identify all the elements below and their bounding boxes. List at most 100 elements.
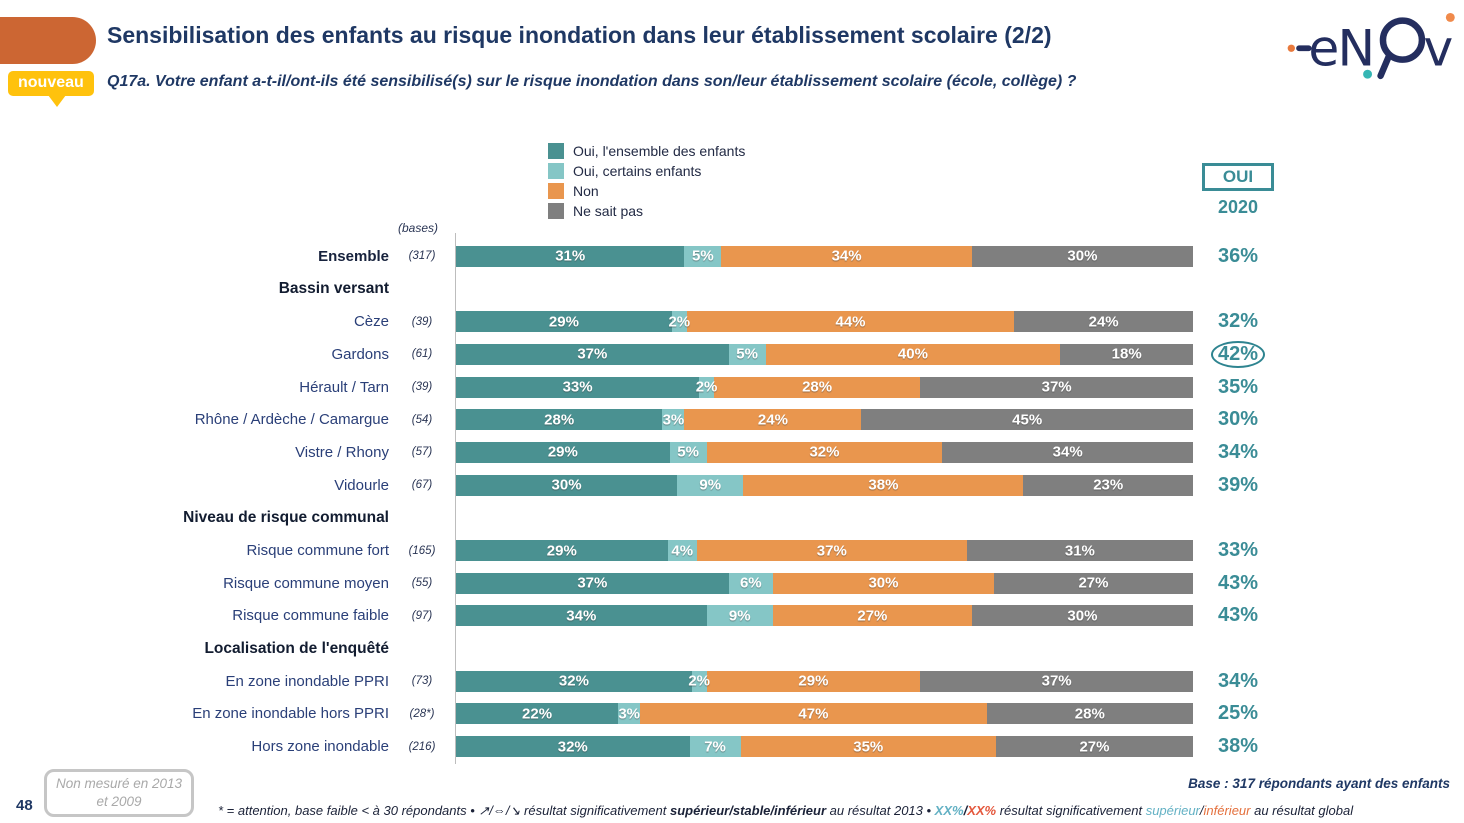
footnote-part: * = attention, base faible < à 30 répond… <box>218 803 670 818</box>
bar-segment-value: 3% <box>618 705 641 723</box>
section-label: Localisation de l'enquêté <box>204 639 389 657</box>
bar-segment: 37% <box>696 540 967 562</box>
oui-value-text: 39% <box>1217 473 1259 496</box>
stacked-bar: 33% 2% 28% 37% <box>456 376 1193 398</box>
chart-row: Risque commune moyen (55) 37% 6% 30% 27% 43% <box>0 567 1464 600</box>
footnote: * = attention, base faible < à 30 répond… <box>218 803 1353 819</box>
legend-item-label: Ne sait pas <box>573 202 644 219</box>
bar-segment: 27% <box>772 605 972 627</box>
bar-segment-value: 5% <box>692 247 714 265</box>
footnote-part: au résultat 2013 • <box>826 803 935 818</box>
bar-segment-value: 4% <box>671 542 694 560</box>
bar-segment: 18% <box>1060 343 1193 365</box>
section-label: Bassin versant <box>278 280 389 298</box>
row-base: (97) <box>411 609 433 622</box>
bar-segment-value: 37% <box>1041 672 1072 690</box>
page-title: Sensibilisation des enfants au risque in… <box>107 22 1052 48</box>
bar-segment-value: 28% <box>1074 705 1105 723</box>
bar-segment-value: 30% <box>551 476 582 494</box>
oui-column-header: OUI <box>1202 163 1274 191</box>
legend-item-label: Oui, l'ensemble des enfants <box>573 142 746 159</box>
chart-row: En zone inondable PPRI (73) 32% 2% 29% 37% 34% <box>0 665 1464 698</box>
stacked-bar: 28% 3% 24% 45% <box>456 409 1193 431</box>
bar-segment-value: 2% <box>695 378 718 396</box>
bar-segment-value: 31% <box>1064 542 1095 560</box>
circled-oui-value: 42% <box>1210 340 1266 368</box>
bar-segment-value: 2% <box>668 313 691 331</box>
stacked-bar: 30% 9% 38% 23% <box>456 474 1193 496</box>
bar-segment: 9% <box>677 474 744 496</box>
stacked-bar: 34% 9% 27% 30% <box>456 605 1193 627</box>
bar-segment: 35% <box>740 736 996 758</box>
bar-segment: 5% <box>684 245 722 267</box>
oui-value-text: 35% <box>1217 375 1259 398</box>
chart-row: Vidourle (67) 30% 9% 38% 23% 39% <box>0 469 1464 502</box>
bar-segment-value: 37% <box>1041 378 1072 396</box>
row-label: Rhône / Ardèche / Camargue <box>194 411 389 429</box>
bar-segment-value: 34% <box>1052 443 1083 461</box>
bar-segment-value: 40% <box>897 345 928 363</box>
bar-segment-value: 30% <box>868 574 899 592</box>
bar-segment-value: 5% <box>736 345 758 363</box>
row-base: (57) <box>411 446 433 459</box>
footnote-part: inférieur <box>1203 803 1251 818</box>
bar-segment: 29% <box>456 441 670 463</box>
chart-row: Hérault / Tarn (39) 33% 2% 28% 37% 35% <box>0 371 1464 404</box>
oui-value: 38% <box>1193 735 1283 758</box>
section-row: Niveau de risque communal <box>0 502 1464 535</box>
chart-row: Risque commune fort (165) 29% 4% 37% 31% 33% <box>0 534 1464 567</box>
section-row: Localisation de l'enquêté <box>0 632 1464 665</box>
footnote-part: XX% <box>934 803 964 818</box>
bar-segment-value: 6% <box>739 574 762 592</box>
bar-segment: 2% <box>696 376 717 398</box>
bar-segment-value: 34% <box>831 247 862 265</box>
oui-value: 25% <box>1193 702 1283 725</box>
bar-segment: 30% <box>456 474 678 496</box>
bar-segment-value: 28% <box>802 378 833 396</box>
chart-row: Rhône / Ardèche / Camargue (54) 28% 3% 24% 45… <box>0 403 1464 436</box>
row-label: Gardons <box>331 345 389 363</box>
enov-logo: e N v <box>1284 4 1456 86</box>
bar-segment: 34% <box>942 441 1193 463</box>
bar-segment: 37% <box>456 572 729 594</box>
bar-segment: 27% <box>994 572 1193 594</box>
bar-segment-value: 29% <box>798 672 829 690</box>
stacked-bar: 37% 5% 40% 18% <box>456 343 1193 365</box>
legend-item-label: Oui, certains enfants <box>573 162 702 179</box>
oui-value-text: 30% <box>1217 408 1259 431</box>
bar-segment-value: 24% <box>1088 313 1119 331</box>
bar-segment: 30% <box>971 605 1193 627</box>
bar-segment-value: 27% <box>1079 738 1110 756</box>
bar-segment: 24% <box>1014 311 1193 333</box>
row-label: Cèze <box>353 313 389 331</box>
chart-row: Hors zone inondable (216) 32% 7% 35% 27% 38% <box>0 730 1464 763</box>
row-label: Hors zone inondable <box>251 738 389 756</box>
legend: Oui, l'ensemble des enfants Oui, certains… <box>548 142 745 222</box>
stacked-bar: 32% 7% 35% 27% <box>456 736 1193 758</box>
bar-segment: 32% <box>706 441 943 463</box>
legend-item: Non <box>548 182 745 199</box>
stacked-bar: 37% 6% 30% 27% <box>456 572 1193 594</box>
row-base: (28*) <box>409 707 435 720</box>
bar-segment: 28% <box>986 703 1193 725</box>
bar-segment: 28% <box>713 376 921 398</box>
row-base: (61) <box>411 348 433 361</box>
bar-segment: 2% <box>688 670 710 692</box>
bar-segment: 37% <box>920 670 1193 692</box>
row-base: (54) <box>411 413 433 426</box>
bases-column-header: (bases) <box>397 221 438 235</box>
bar-segment: 31% <box>966 540 1193 562</box>
stacked-bar-chart: Ensemble (317) 31% 5% 34% 30% 36% Bassin versan… <box>0 240 1464 763</box>
stacked-bar: 32% 2% 29% 37% <box>456 670 1193 692</box>
oui-value: 43% <box>1193 604 1283 627</box>
bar-segment-value: 37% <box>816 542 847 560</box>
bar-segment-value: 27% <box>857 607 888 625</box>
chart-row: Cèze (39) 29% 2% 44% 24% 32% <box>0 305 1464 338</box>
bar-segment-value: 31% <box>555 247 586 265</box>
bar-segment: 28% <box>456 409 663 431</box>
oui-value-text: 38% <box>1217 735 1259 758</box>
row-label: Vidourle <box>334 476 389 494</box>
stacked-bar: 29% 5% 32% 34% <box>456 441 1193 463</box>
bar-segment: 34% <box>721 245 972 267</box>
svg-text:e: e <box>1308 18 1339 77</box>
